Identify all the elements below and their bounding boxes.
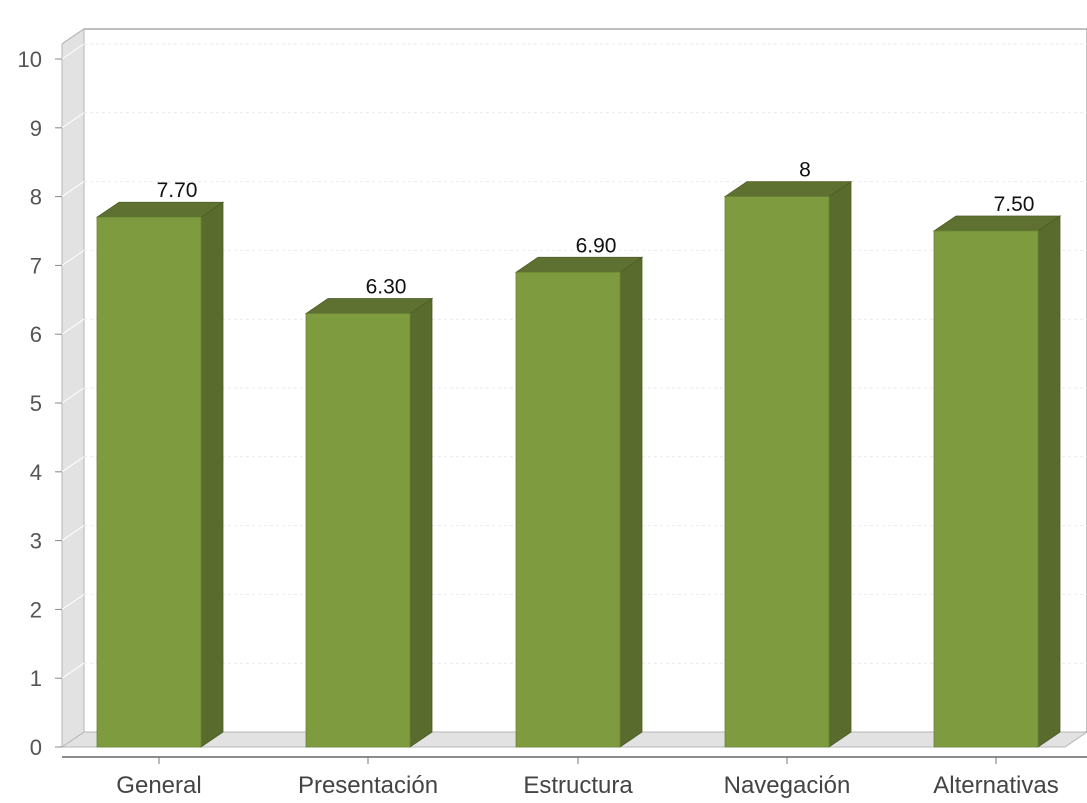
gridline-side	[61, 456, 85, 473]
bar	[514, 256, 644, 748]
bar-side	[200, 201, 224, 748]
y-tick-label: 5	[30, 391, 42, 416]
bar-side	[409, 297, 433, 748]
x-axis: General Presentación Estructura Navegación A…	[116, 757, 1059, 799]
x-tick-label: Alternativas	[933, 772, 1058, 798]
y-tick-label: 3	[30, 529, 42, 554]
y-tick-label: 1	[30, 666, 42, 691]
y-tick-label: 6	[30, 322, 42, 347]
gridline-side	[61, 387, 85, 404]
gridline-side	[61, 249, 85, 266]
grid-lines	[61, 43, 1087, 679]
bar	[932, 215, 1062, 748]
bar-top	[932, 215, 1062, 232]
bar-side	[828, 180, 852, 748]
data-label: 6.90	[576, 234, 617, 257]
bar-side	[1037, 215, 1061, 748]
bar-top	[514, 256, 644, 273]
bars	[95, 180, 1062, 748]
y-tick-label: 9	[30, 116, 42, 141]
bar-front	[515, 271, 621, 748]
bar	[95, 201, 225, 748]
y-tick-label: 4	[30, 460, 42, 485]
gridline-side	[61, 525, 85, 542]
y-tick-label: 10	[18, 47, 42, 72]
x-tick-label: Estructura	[523, 772, 633, 798]
bar-front	[305, 313, 411, 748]
data-label: 8	[799, 159, 811, 182]
bar	[304, 297, 434, 748]
y-tick-label: 2	[30, 597, 42, 622]
gridline-side	[61, 318, 85, 335]
side-wall	[61, 28, 85, 748]
x-tick-label: Presentación	[298, 772, 438, 798]
gridline-side	[61, 662, 85, 679]
bar	[723, 180, 853, 748]
bar-front	[933, 230, 1039, 748]
gridline-side	[61, 593, 85, 610]
data-label: 6.30	[366, 276, 407, 299]
y-tick-label: 7	[30, 253, 42, 278]
data-label: 7.70	[157, 179, 198, 202]
data-labels: 7.70 6.30 6.90 8 7.50	[157, 159, 1035, 299]
gridline-side	[61, 112, 85, 129]
y-tick-label: 0	[30, 735, 42, 760]
x-tick-label: General	[116, 772, 201, 798]
y-axis: 0 1 2 3 4 5 6 7 8 9 10	[18, 47, 62, 760]
y-tick-label: 8	[30, 185, 42, 210]
bar-top	[723, 181, 853, 198]
bar-side	[619, 256, 643, 748]
data-label: 7.50	[994, 193, 1035, 216]
gridline-side	[61, 181, 85, 198]
bar-front	[96, 216, 202, 748]
gridline-side	[61, 43, 85, 60]
x-tick-label: Navegación	[724, 772, 851, 798]
bar-top	[95, 201, 225, 218]
bar-front	[724, 196, 830, 748]
bar-top	[304, 298, 434, 314]
